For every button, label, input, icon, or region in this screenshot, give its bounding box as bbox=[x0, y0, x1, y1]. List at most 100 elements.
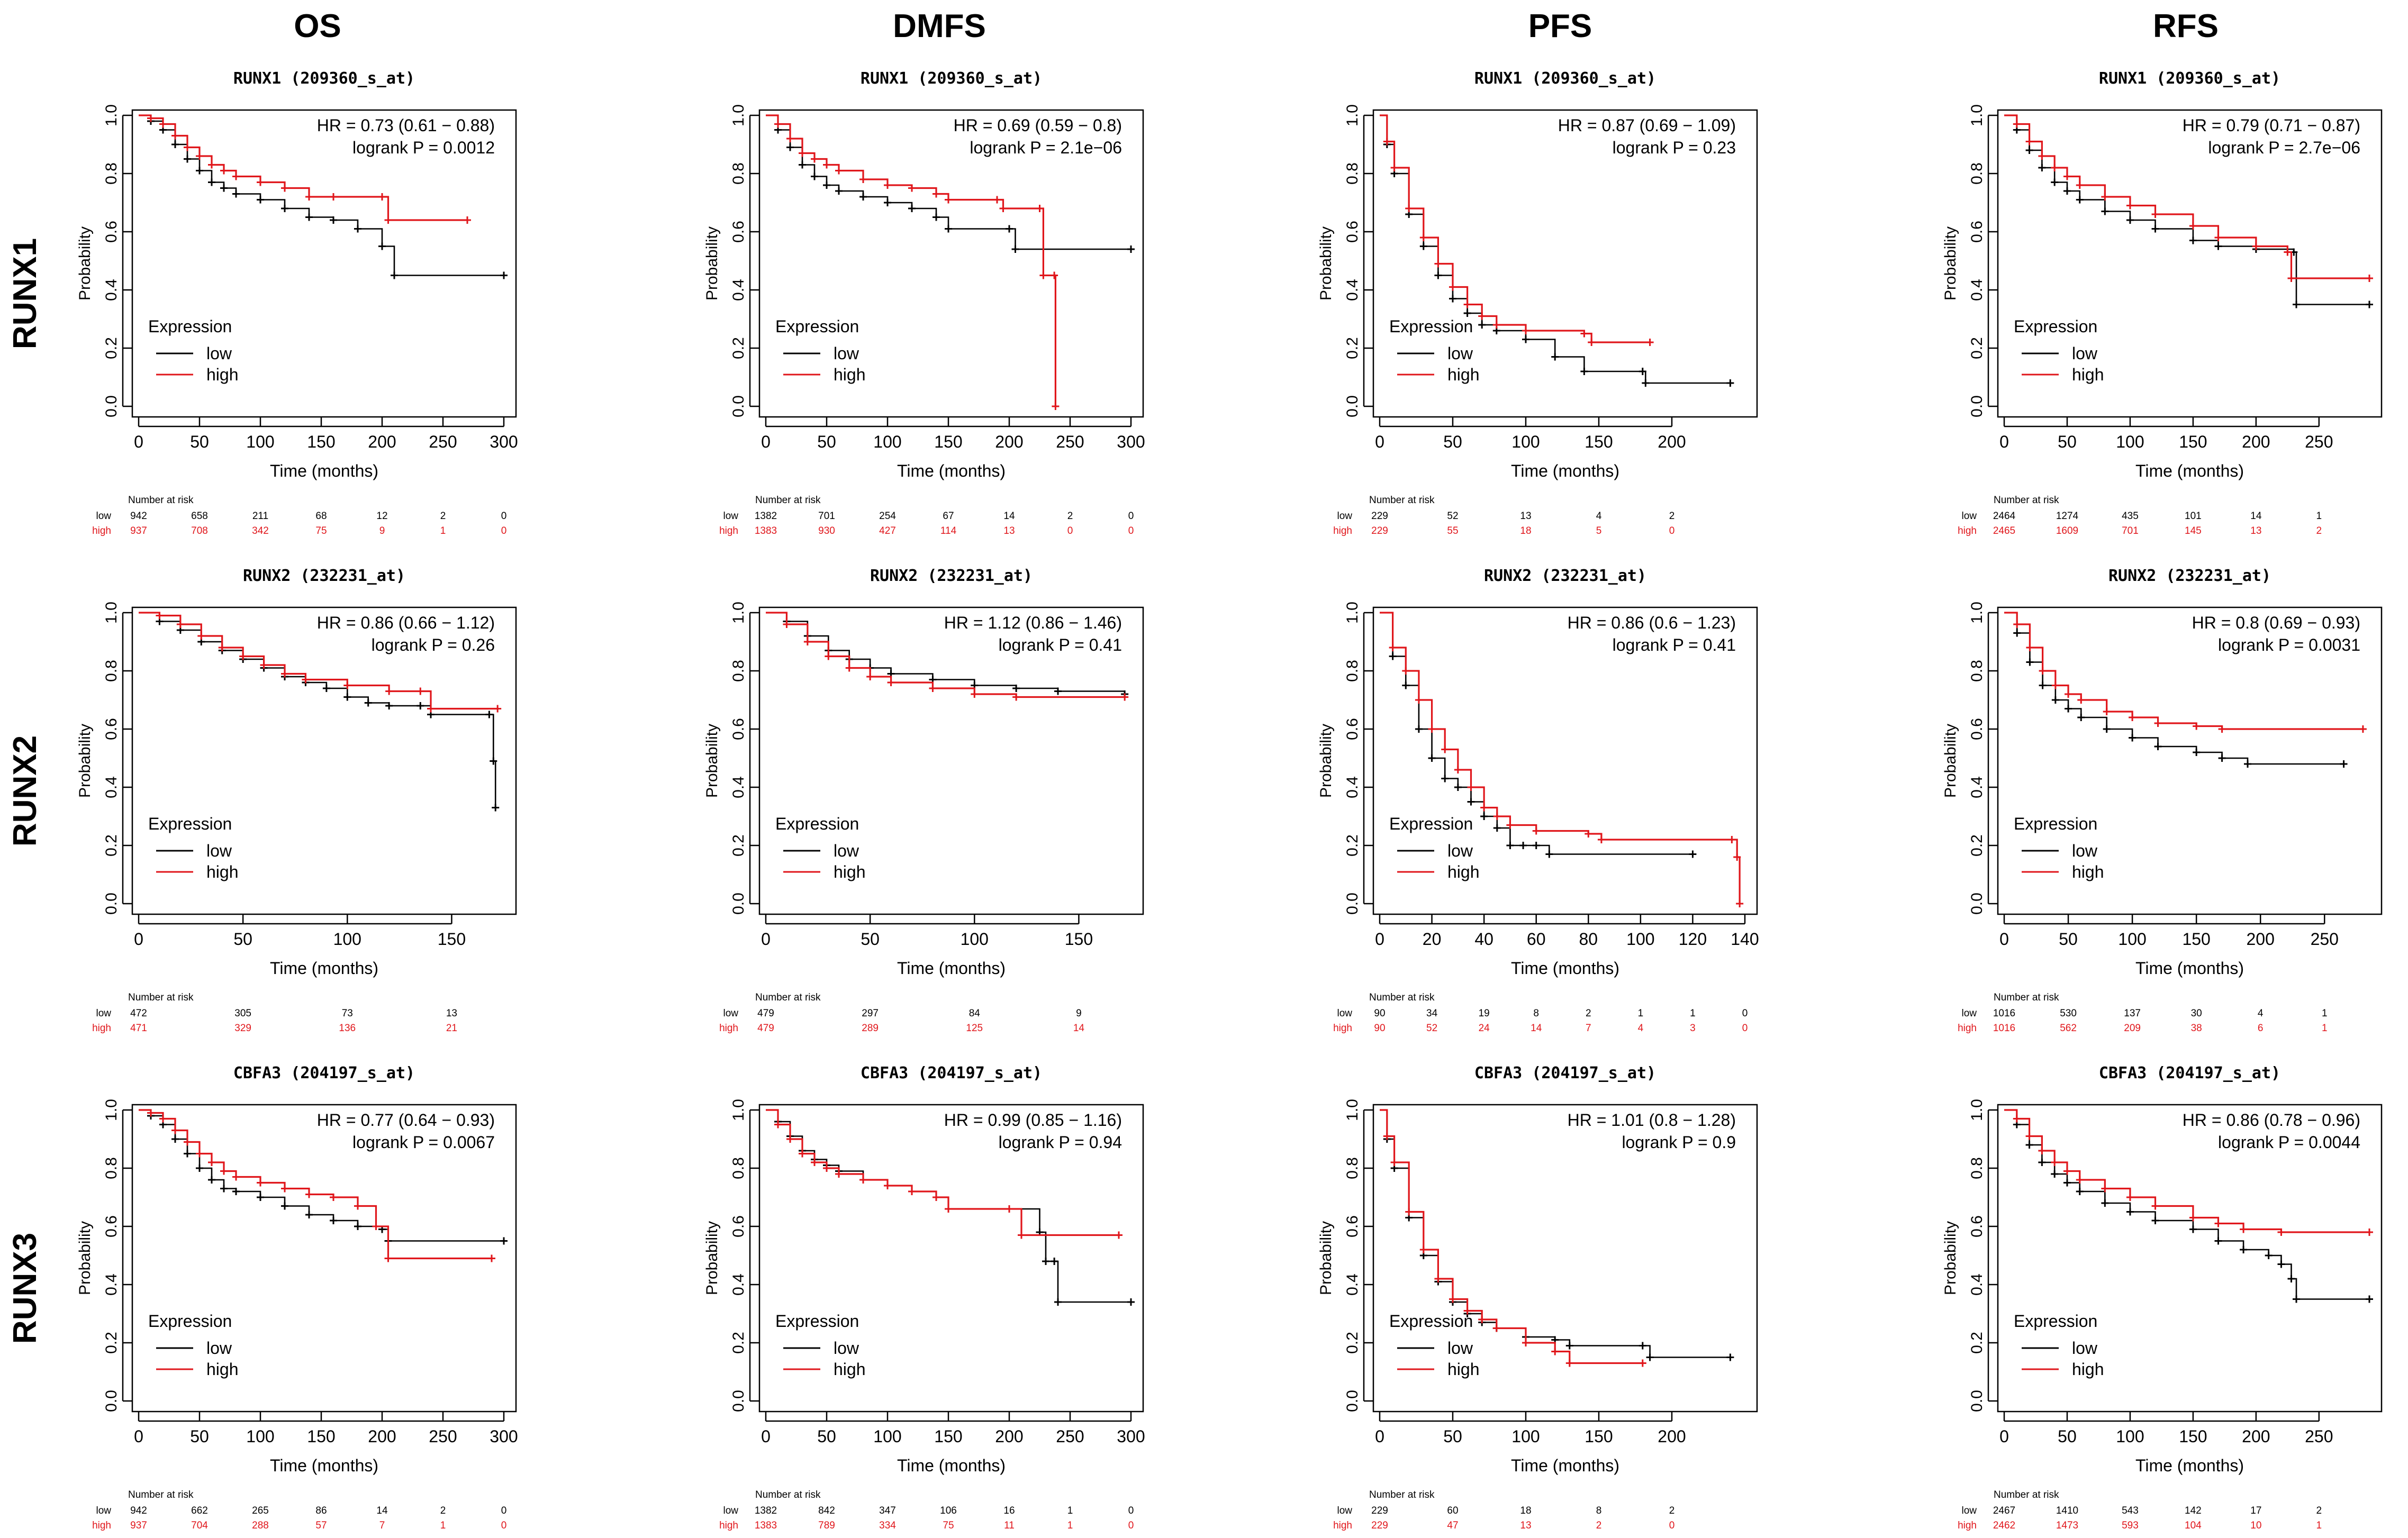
x-tick-label: 50 bbox=[817, 432, 836, 451]
censor-mark bbox=[859, 193, 867, 201]
censor-mark bbox=[1419, 1246, 1427, 1253]
y-tick-label: 0.2 bbox=[730, 337, 747, 359]
risk-high-value: 9 bbox=[379, 525, 385, 536]
censor-mark bbox=[1506, 821, 1514, 829]
censor-mark bbox=[1405, 1208, 1413, 1216]
censor-mark bbox=[1390, 1159, 1398, 1166]
censor-mark bbox=[302, 676, 310, 684]
km-curve-low bbox=[766, 114, 1131, 250]
risk-high-label: high bbox=[1333, 1023, 1352, 1034]
censor-mark bbox=[1492, 321, 1500, 329]
censor-mark bbox=[196, 152, 203, 160]
risk-high-value: 562 bbox=[2060, 1023, 2077, 1034]
panel-title: CBFA3 (204197_s_at) bbox=[861, 1064, 1042, 1082]
panel-runx2-pfs: RUNX2 (232231_at) 0.0 0.2 0.4 0.6 0.8 1.0 Proba… bbox=[1317, 567, 1759, 1034]
censor-mark bbox=[2051, 1159, 2059, 1166]
risk-high-value: 104 bbox=[2185, 1520, 2202, 1531]
censor-mark bbox=[2151, 211, 2159, 218]
censor-mark bbox=[208, 161, 215, 169]
risk-high-value: 21 bbox=[446, 1023, 457, 1034]
y-tick-label: 0.4 bbox=[1344, 776, 1361, 798]
hazard-ratio-label: HR = 0.69 (0.59 − 0.8) bbox=[954, 116, 1122, 135]
censor-mark bbox=[1519, 842, 1527, 849]
y-tick-label: 0.6 bbox=[1968, 1215, 1986, 1237]
censor-mark bbox=[1480, 813, 1488, 820]
censor-mark bbox=[2359, 725, 2367, 733]
risk-high-label: high bbox=[1958, 1023, 1977, 1034]
legend-low-label: low bbox=[834, 344, 859, 363]
censor-mark bbox=[1493, 813, 1501, 820]
risk-low-value: 17 bbox=[2250, 1505, 2261, 1516]
legend-high-label: high bbox=[834, 862, 866, 881]
censor-mark bbox=[2101, 1185, 2109, 1193]
panel-runx3-rfs: CBFA3 (204197_s_at) 0.0 0.2 0.4 0.6 0.8 1.0 Pro… bbox=[1942, 1064, 2383, 1531]
series-high bbox=[766, 1109, 1122, 1239]
censor-mark bbox=[2013, 120, 2021, 128]
censor-mark bbox=[184, 1138, 191, 1146]
censor-mark bbox=[2051, 1170, 2059, 1178]
y-axis: 0.0 0.2 0.4 0.6 0.8 1.0 bbox=[1968, 104, 1998, 417]
censor-mark bbox=[1012, 685, 1020, 692]
x-tick-label: 300 bbox=[1117, 432, 1145, 451]
x-tick-label: 50 bbox=[233, 930, 252, 949]
risk-high-label: high bbox=[719, 525, 738, 536]
legend-high-label: high bbox=[206, 862, 239, 881]
censor-mark bbox=[859, 176, 867, 183]
legend-low-label: low bbox=[206, 1339, 232, 1358]
panel-runx1-pfs: RUNX1 (209360_s_at) 0.0 0.2 0.4 0.6 0.8 1.0 Pro… bbox=[1317, 69, 1758, 536]
y-tick-label: 0.4 bbox=[1968, 1273, 1986, 1296]
risk-low-value: 1274 bbox=[2056, 511, 2079, 522]
x-tick-label: 20 bbox=[1423, 930, 1442, 949]
legend: Expression low high bbox=[2014, 814, 2104, 881]
x-tick-label: 150 bbox=[438, 930, 466, 949]
panel-title: CBFA3 (204197_s_at) bbox=[233, 1064, 415, 1082]
censor-mark bbox=[945, 1205, 952, 1213]
censor-mark bbox=[2189, 236, 2197, 244]
censor-mark bbox=[184, 155, 191, 163]
risk-high-value: 13 bbox=[1003, 525, 1015, 536]
risk-low-value: 2467 bbox=[1993, 1505, 2015, 1516]
risk-low-value: 90 bbox=[1374, 1008, 1385, 1019]
censor-mark bbox=[343, 681, 351, 689]
x-tick-label: 250 bbox=[2305, 432, 2333, 451]
legend-high-label: high bbox=[2072, 862, 2104, 881]
y-tick-label: 0.2 bbox=[1344, 1332, 1361, 1354]
censor-mark bbox=[884, 199, 891, 206]
censor-mark bbox=[993, 196, 1001, 204]
censor-mark bbox=[1405, 205, 1413, 212]
x-tick-label: 200 bbox=[368, 1427, 396, 1446]
censor-mark bbox=[1463, 1307, 1471, 1315]
censor-mark bbox=[1532, 842, 1540, 849]
censor-mark bbox=[2025, 1132, 2033, 1140]
censor-mark bbox=[774, 120, 782, 128]
risk-table-title: Number at risk bbox=[755, 992, 821, 1003]
censor-mark bbox=[1532, 827, 1540, 835]
x-tick-label: 150 bbox=[1585, 1427, 1613, 1446]
panel-runx3-os: CBFA3 (204197_s_at) 0.0 0.2 0.4 0.6 0.8 1.0 Pro… bbox=[76, 1064, 518, 1531]
censor-mark bbox=[908, 184, 916, 192]
risk-low-value: 34 bbox=[1426, 1008, 1438, 1019]
censor-mark bbox=[823, 161, 830, 169]
x-tick-label: 250 bbox=[429, 432, 457, 451]
x-tick-label: 100 bbox=[873, 432, 901, 451]
x-tick-label: 200 bbox=[368, 432, 396, 451]
risk-high-value: 13 bbox=[2250, 525, 2261, 536]
legend-low-label: low bbox=[1447, 1339, 1473, 1358]
logrank-p-label: logrank P = 0.0012 bbox=[352, 138, 495, 157]
risk-high-label: high bbox=[92, 1023, 111, 1034]
censor-mark bbox=[1006, 1205, 1013, 1213]
censor-mark bbox=[220, 167, 228, 175]
y-tick-label: 0.8 bbox=[730, 660, 747, 682]
risk-high-value: 2 bbox=[1596, 1520, 1602, 1531]
y-tick-label: 0.4 bbox=[103, 279, 120, 301]
x-tick-label: 0 bbox=[761, 930, 771, 949]
censor-mark bbox=[391, 271, 398, 279]
y-axis-label: Probability bbox=[76, 226, 94, 301]
censor-mark bbox=[385, 687, 393, 695]
censor-mark bbox=[492, 804, 500, 812]
series-low bbox=[1380, 114, 1734, 387]
censor-mark bbox=[1419, 242, 1427, 250]
legend: Expression low high bbox=[775, 814, 866, 881]
risk-high-value: 24 bbox=[1479, 1023, 1490, 1034]
x-axis-label: Time (months) bbox=[2135, 461, 2244, 480]
